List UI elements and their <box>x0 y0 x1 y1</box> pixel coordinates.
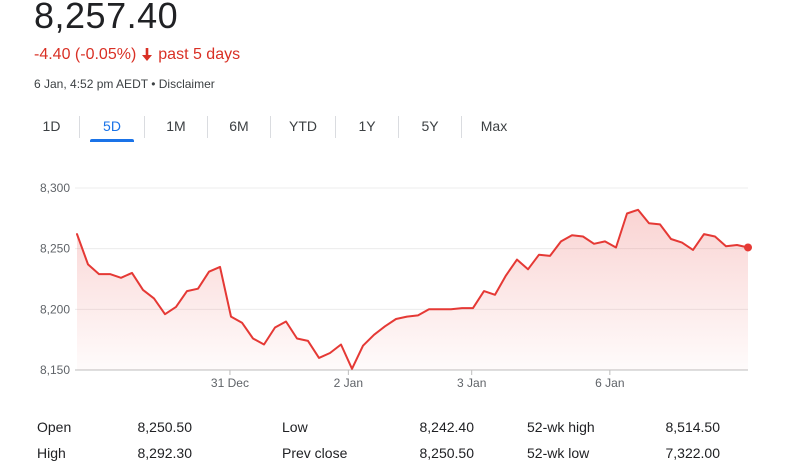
y-tick-label: 8,200 <box>40 302 70 316</box>
stat-label-low: Low <box>282 419 308 435</box>
y-tick-label: 8,150 <box>40 363 70 377</box>
tab-max[interactable]: Max <box>480 118 508 134</box>
tab-divider <box>207 116 208 138</box>
y-tick-label: 8,300 <box>40 181 70 195</box>
tab-divider <box>79 116 80 138</box>
price-change-row: -4.40 (-0.05%) past 5 days <box>34 44 240 66</box>
stat-value-prev-close: 8,250.50 <box>419 445 475 461</box>
tab-1y[interactable]: 1Y <box>358 118 376 134</box>
stat-label-prev-close: Prev close <box>282 445 348 461</box>
disclaimer-link[interactable]: Disclaimer <box>158 77 215 91</box>
last-price-marker <box>744 243 752 252</box>
x-tick-label: 31 Dec <box>211 376 249 390</box>
meta-separator: • <box>151 77 156 91</box>
arrow-down-icon <box>142 48 153 61</box>
stat-label-52wk-low: 52-wk low <box>527 445 590 461</box>
tab-divider <box>461 116 462 138</box>
stat-value-high: 8,292.30 <box>137 445 193 461</box>
tab-1m[interactable]: 1M <box>166 118 186 134</box>
price-area <box>77 209 748 370</box>
tab-divider <box>335 116 336 138</box>
y-tick-label: 8,250 <box>40 242 70 256</box>
timestamp: 6 Jan, 4:52 pm AEDT <box>34 77 148 91</box>
tab-1d[interactable]: 1D <box>42 118 61 134</box>
stat-label-high: High <box>37 445 66 461</box>
price-line <box>76 208 749 370</box>
price-chart[interactable]: 8,300 8,250 8,200 8,150 31 Dec 2 Jan 3 Jan 6 J… <box>0 170 785 395</box>
stat-label-open: Open <box>37 419 72 435</box>
tab-6m[interactable]: 6M <box>229 118 249 134</box>
stat-value-open: 8,250.50 <box>137 419 193 435</box>
x-tick-label: 3 Jan <box>457 376 486 390</box>
tab-divider <box>270 116 271 138</box>
stats-table: Open 8,250.50 High 8,292.30 Low 8,242.40… <box>0 414 785 464</box>
stat-value-52wk-low: 7,322.00 <box>665 445 721 461</box>
quote-meta: 6 Jan, 4:52 pm AEDT • Disclaimer <box>34 76 215 92</box>
stat-value-52wk-high: 8,514.50 <box>665 419 721 435</box>
tab-5y[interactable]: 5Y <box>421 118 439 134</box>
tab-divider <box>398 116 399 138</box>
stat-label-52wk-high: 52-wk high <box>527 419 595 435</box>
x-tick-label: 6 Jan <box>595 376 624 390</box>
x-tick-label: 2 Jan <box>334 376 363 390</box>
tab-divider <box>144 116 145 138</box>
current-price: 8,257.40 <box>34 0 179 36</box>
period-label: past 5 days <box>158 46 241 63</box>
price-change: -4.40 (-0.05%) <box>34 46 137 63</box>
tab-ytd[interactable]: YTD <box>289 118 317 134</box>
stat-value-low: 8,242.40 <box>419 419 475 435</box>
tab-5d[interactable]: 5D <box>90 112 134 142</box>
range-tabs: 1D 5D 1M 6M YTD 1Y 5Y Max <box>24 112 526 142</box>
